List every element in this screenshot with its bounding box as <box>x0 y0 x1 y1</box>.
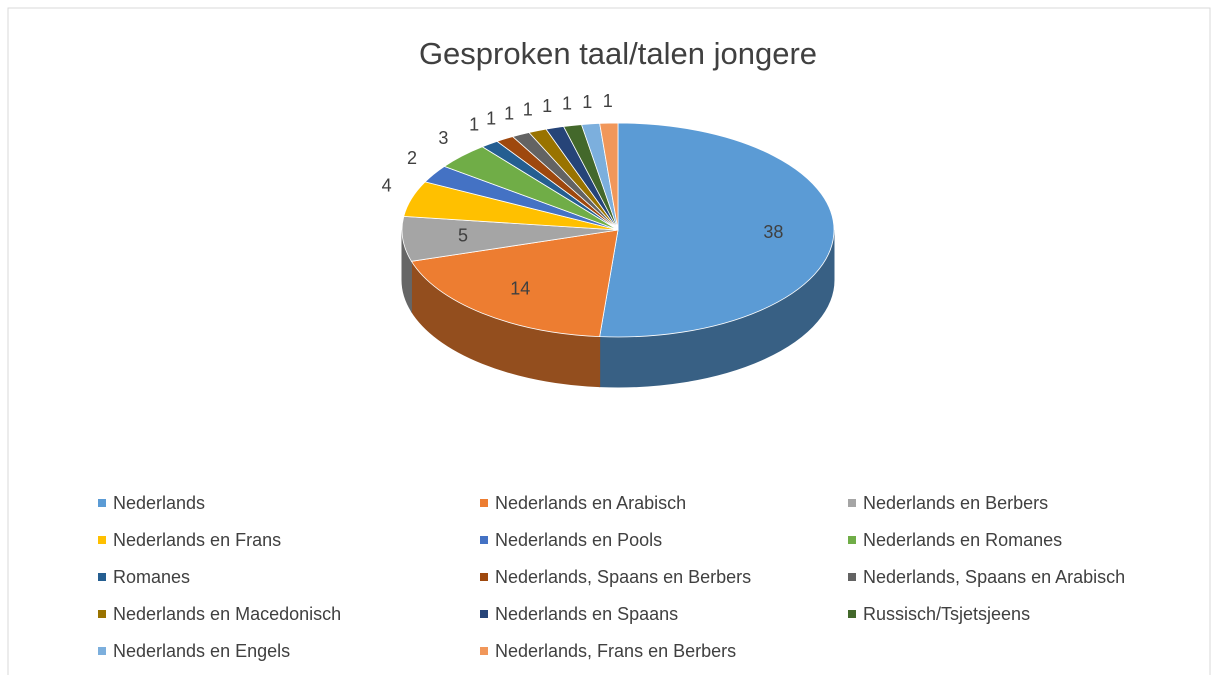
legend-swatch <box>98 499 106 507</box>
legend-label: Nederlands en Macedonisch <box>113 604 341 624</box>
legend-swatch <box>848 499 856 507</box>
legend-swatch <box>98 647 106 655</box>
legend-label: Nederlands, Spaans en Berbers <box>495 567 751 587</box>
legend-swatch <box>848 610 856 618</box>
legend-label: Russisch/Tsjetsjeens <box>863 604 1030 624</box>
legend-label: Nederlands, Frans en Berbers <box>495 641 736 661</box>
legend-swatch <box>480 499 488 507</box>
legend-label: Nederlands en Frans <box>113 530 281 550</box>
data-label: 1 <box>582 92 592 112</box>
legend-swatch <box>98 610 106 618</box>
legend-swatch <box>480 610 488 618</box>
legend-label: Nederlands en Engels <box>113 641 290 661</box>
legend-label: Nederlands <box>113 493 205 513</box>
pie-slice <box>599 122 619 231</box>
data-label: 1 <box>542 96 552 116</box>
data-label: 1 <box>603 91 613 111</box>
legend-swatch <box>848 573 856 581</box>
legend-swatch <box>480 536 488 544</box>
legend-label: Nederlands, Spaans en Arabisch <box>863 567 1125 587</box>
legend-label: Nederlands en Spaans <box>495 604 678 624</box>
data-label: 1 <box>504 104 514 124</box>
data-label: 4 <box>382 176 392 196</box>
chart-title: Gesproken taal/talen jongere <box>419 36 817 71</box>
legend-swatch <box>480 647 488 655</box>
pie-slice <box>599 122 835 338</box>
legend-label: Nederlands en Berbers <box>863 493 1048 513</box>
data-label: 5 <box>458 225 468 245</box>
legend-swatch <box>98 536 106 544</box>
data-label: 1 <box>486 109 496 129</box>
data-label: 38 <box>763 222 783 242</box>
data-label: 1 <box>562 94 572 114</box>
legend-label: Romanes <box>113 567 190 587</box>
legend-label: Nederlands en Romanes <box>863 530 1062 550</box>
legend-swatch <box>848 536 856 544</box>
data-label: 14 <box>510 279 530 299</box>
legend-label: Nederlands en Arabisch <box>495 493 686 513</box>
data-label: 3 <box>438 128 448 148</box>
legend-swatch <box>480 573 488 581</box>
data-label: 1 <box>523 100 533 120</box>
legend-label: Nederlands en Pools <box>495 530 662 550</box>
pie-slice <box>410 229 619 338</box>
data-label: 1 <box>469 114 479 134</box>
data-label: 2 <box>407 148 417 168</box>
legend-swatch <box>98 573 106 581</box>
